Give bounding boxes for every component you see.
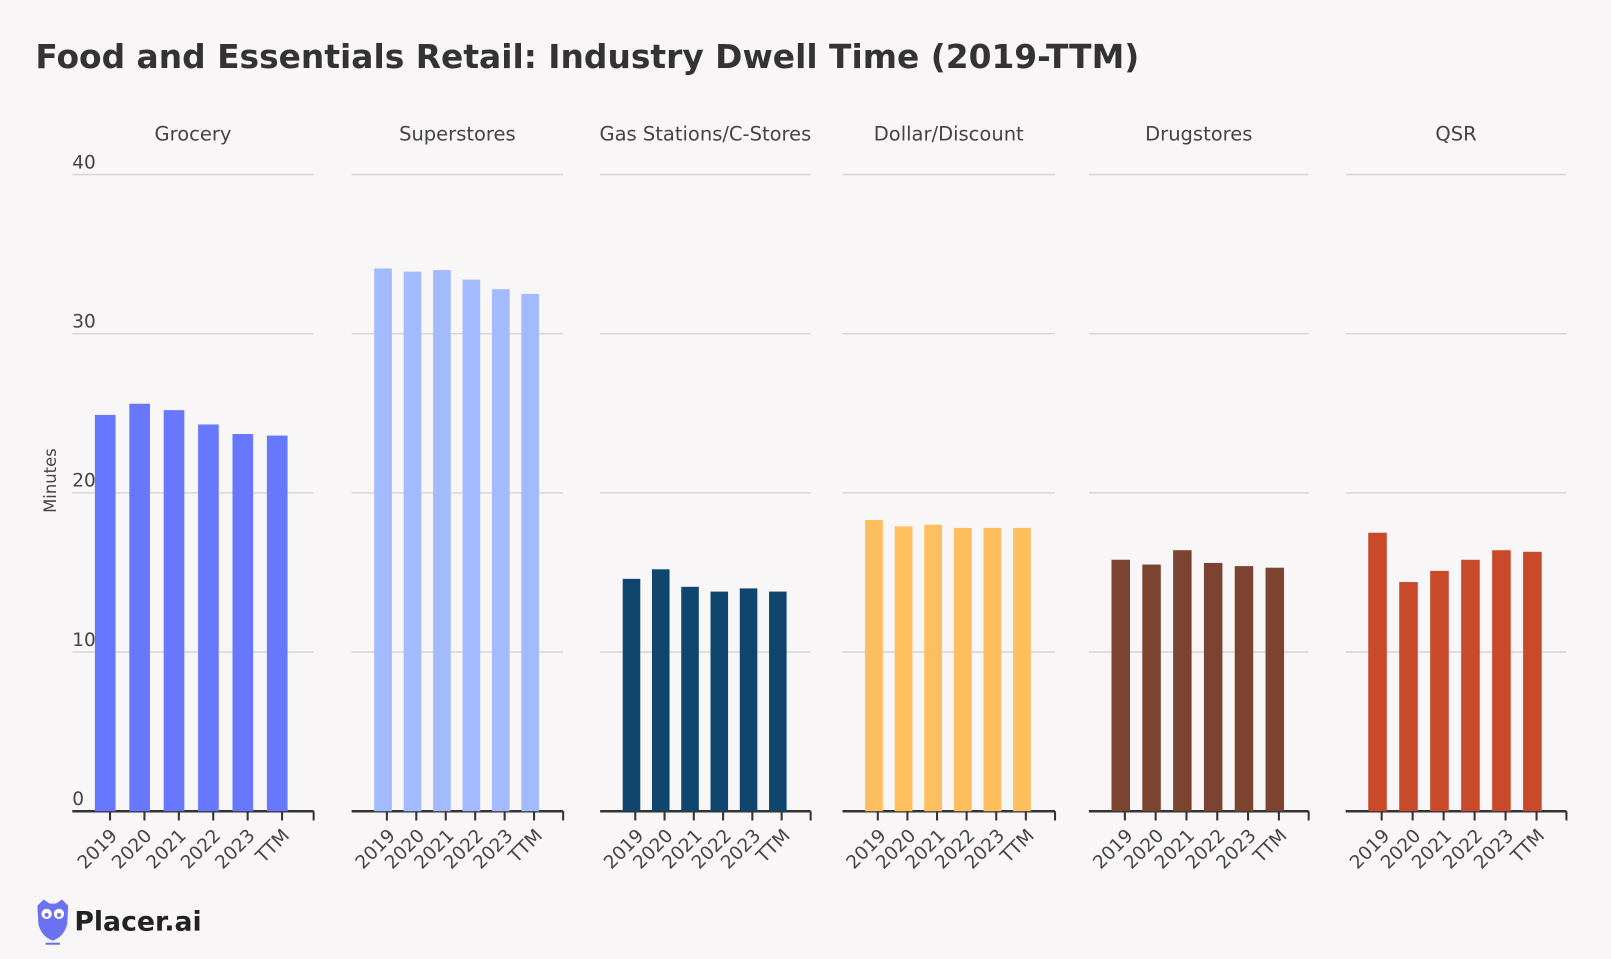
- bar: [924, 524, 943, 812]
- bar: [865, 519, 883, 812]
- bar: [681, 586, 699, 812]
- panel-title: Superstores: [399, 123, 516, 146]
- panel-title: QSR: [1435, 123, 1476, 146]
- x-tick-label: TTM: [504, 825, 547, 868]
- bar: [266, 435, 288, 812]
- y-tick-label: 0: [72, 789, 84, 810]
- x-tick-label: TTM: [752, 825, 795, 868]
- x-tick-label: TTM: [1507, 825, 1550, 868]
- bar: [1368, 532, 1387, 812]
- y-tick-label: 20: [72, 471, 96, 492]
- bar: [739, 588, 758, 812]
- bar: [983, 527, 1002, 812]
- x-tick-label: TTM: [996, 825, 1039, 868]
- y-axis-label: Minutes: [41, 448, 60, 513]
- bar: [521, 293, 540, 812]
- bar: [232, 434, 254, 812]
- bar: [1234, 566, 1254, 812]
- bar: [953, 527, 972, 812]
- bar: [1203, 562, 1223, 812]
- bar: [491, 289, 510, 812]
- owl-icon: [37, 899, 69, 941]
- panel-title: Grocery: [155, 123, 232, 146]
- bar: [894, 526, 913, 812]
- bar: [1523, 551, 1542, 812]
- bar: [163, 410, 185, 812]
- logo-text: Placer.ai: [74, 906, 201, 937]
- x-tick-label: TTM: [1249, 825, 1292, 868]
- bar: [433, 270, 451, 812]
- bar: [1111, 559, 1130, 812]
- bar: [1399, 582, 1418, 812]
- bar: [651, 569, 670, 812]
- bar: [710, 591, 729, 812]
- bar: [1265, 567, 1285, 812]
- chart-title: Food and Essentials Retail: Industry Dwe…: [35, 37, 1139, 76]
- bar: [1492, 550, 1511, 812]
- bar: [1013, 527, 1031, 812]
- bar: [462, 279, 481, 812]
- x-tick-label: TTM: [251, 825, 294, 868]
- bar: [374, 268, 392, 812]
- bar: [769, 591, 787, 812]
- placer-logo: Placer.ai: [37, 899, 202, 945]
- y-tick-label: 30: [72, 312, 96, 333]
- panel-title: Gas Stations/C-Stores: [599, 123, 811, 146]
- bar: [1142, 564, 1161, 812]
- y-tick-label: 10: [72, 630, 96, 651]
- panel-title: Dollar/Discount: [874, 123, 1024, 146]
- bar: [1173, 550, 1192, 812]
- bar: [403, 271, 422, 812]
- bar: [129, 403, 150, 812]
- x-tick-label: 2023: [211, 825, 259, 873]
- bar: [622, 578, 641, 812]
- panel-gas-stations-c-stores: Gas Stations/C-Stores2019202020212022202…: [599, 123, 812, 873]
- bar: [198, 424, 219, 812]
- bar: [94, 414, 116, 812]
- bar: [1430, 570, 1449, 812]
- panel-title: Drugstores: [1145, 123, 1252, 146]
- bar: [1461, 559, 1480, 812]
- y-tick-label: 40: [72, 152, 96, 173]
